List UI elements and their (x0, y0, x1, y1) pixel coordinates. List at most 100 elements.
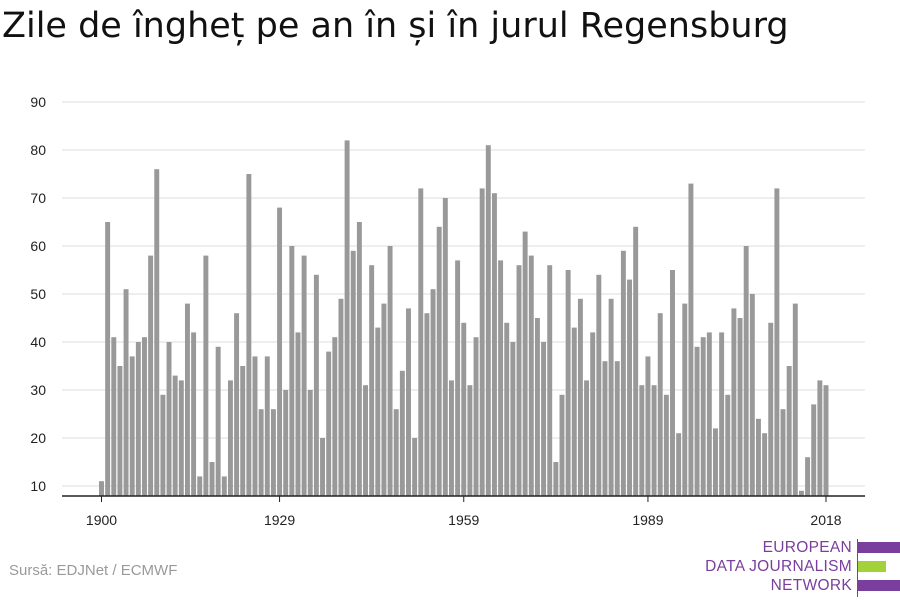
y-tick-label: 50 (30, 286, 46, 302)
logo-bar-purple-top (858, 542, 900, 553)
x-tick-label: 1989 (632, 512, 663, 528)
bar (166, 342, 172, 496)
bar (713, 428, 718, 496)
bar (142, 337, 147, 496)
bar (424, 313, 430, 496)
bar (117, 366, 123, 496)
x-tick-label: 1959 (448, 512, 479, 528)
bar (670, 270, 675, 496)
bar (762, 433, 768, 496)
bar (584, 380, 590, 496)
bar (774, 188, 780, 496)
x-tick-label: 2018 (810, 512, 841, 528)
bar (719, 332, 725, 496)
bar (197, 476, 203, 496)
bar (590, 332, 596, 496)
bar (614, 361, 620, 496)
bar (320, 438, 325, 496)
bar (301, 255, 307, 496)
bar (123, 289, 129, 496)
bar (442, 198, 448, 496)
bar (258, 409, 264, 496)
bar (823, 385, 829, 496)
bar (246, 174, 252, 496)
bar (811, 404, 817, 496)
bar (743, 246, 749, 496)
x-tick-label: 1929 (264, 512, 295, 528)
bar (768, 322, 774, 496)
bars (99, 140, 829, 497)
bar (553, 462, 559, 496)
bar (620, 250, 626, 496)
y-tick-label: 30 (30, 382, 46, 398)
bar (332, 337, 338, 496)
bar (504, 322, 510, 496)
bar (522, 231, 528, 496)
bar (105, 222, 111, 496)
bar (467, 385, 473, 496)
y-tick-label: 90 (30, 94, 46, 110)
bar (608, 298, 614, 496)
bar (645, 356, 651, 496)
bar (737, 318, 743, 496)
bar (485, 145, 491, 496)
bar (393, 409, 399, 496)
bar (651, 385, 657, 496)
bar (455, 260, 461, 496)
bar (129, 356, 135, 496)
bar (99, 481, 104, 496)
bar (203, 255, 209, 496)
bar (215, 346, 221, 496)
bar (694, 346, 700, 496)
y-tick-label: 10 (30, 478, 46, 494)
bar (449, 380, 454, 496)
logo-line-2: DATA JOURNALISM (705, 558, 852, 575)
bar (111, 337, 117, 496)
bar (682, 303, 688, 496)
bar (639, 385, 645, 496)
bar (399, 370, 405, 496)
y-tick-label: 40 (30, 334, 46, 350)
bar (381, 303, 387, 496)
bar (270, 409, 276, 496)
bar (283, 390, 289, 496)
bar (541, 342, 547, 496)
bar (406, 308, 411, 496)
bar (191, 332, 197, 496)
bar (240, 366, 246, 496)
bar (412, 438, 418, 496)
source-note: Sursă: EDJNet / ECMWF (9, 562, 178, 579)
bar (577, 298, 583, 496)
logo-bar-purple-bottom (858, 580, 900, 591)
bar (516, 265, 522, 496)
logo-line-1: EUROPEAN (762, 539, 852, 556)
bar (350, 250, 356, 496)
y-tick-label: 20 (30, 430, 46, 446)
bar (706, 332, 712, 496)
bar (700, 337, 706, 496)
bar (461, 322, 467, 496)
bar (510, 342, 516, 496)
bar (234, 313, 240, 496)
bar (602, 361, 608, 496)
bar (277, 207, 283, 496)
bar (498, 260, 504, 496)
y-tick-label: 80 (30, 142, 46, 158)
bar (154, 169, 160, 496)
bar (313, 274, 319, 496)
bar (596, 274, 602, 496)
bar (418, 188, 424, 496)
chart-title: Zile de îngheț pe an în și în jurul Rege… (2, 6, 789, 46)
bar (387, 246, 393, 496)
bar (430, 289, 436, 496)
bar (534, 318, 540, 496)
bar (172, 375, 178, 496)
bar (663, 394, 669, 496)
bar (326, 351, 332, 496)
bar (755, 418, 761, 496)
bar (798, 490, 804, 496)
bar (688, 183, 694, 496)
bar (209, 462, 215, 496)
x-axis-tick-labels: 1900 1929 1959 1989 2018 (86, 496, 842, 528)
bar (135, 342, 141, 496)
